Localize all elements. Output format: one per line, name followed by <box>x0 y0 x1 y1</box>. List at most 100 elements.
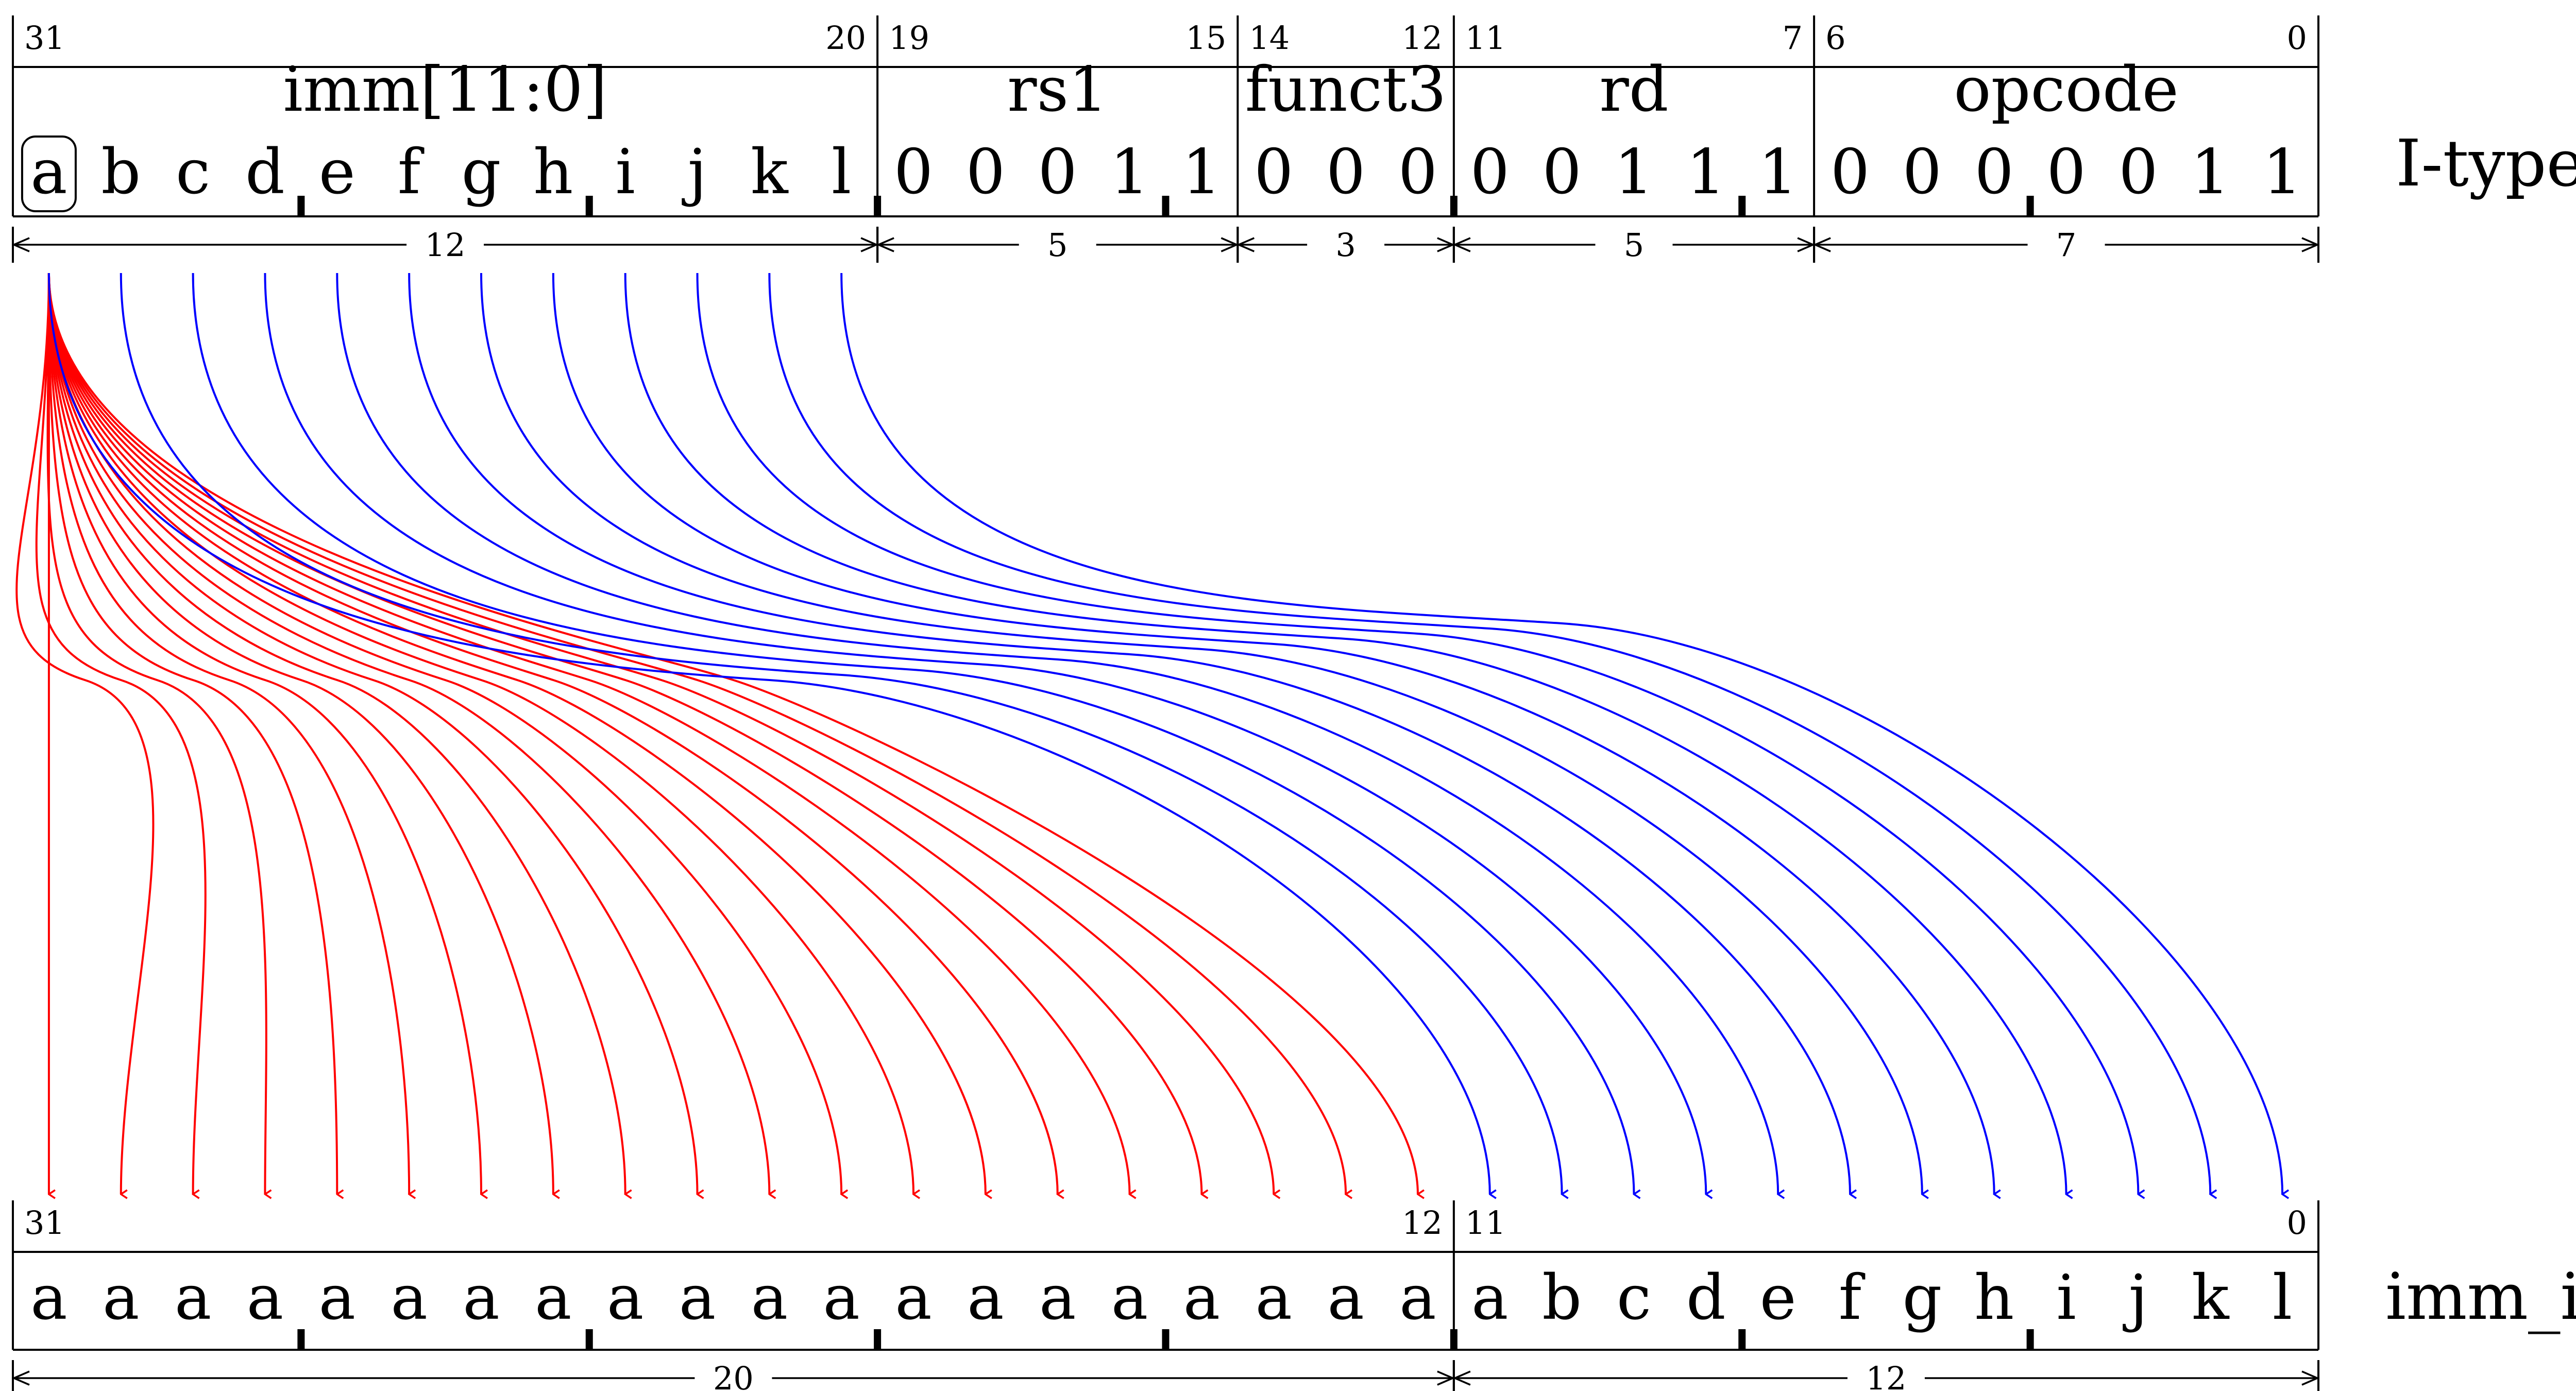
byte-boundary-marker <box>1738 1329 1746 1350</box>
dimension-label: 20 <box>713 1360 754 1391</box>
sign-extend-arrow <box>47 273 1274 1194</box>
bit-value: 0 <box>2046 137 2086 208</box>
i-type-label: I-type <box>2396 126 2576 201</box>
bit-value: l <box>2273 1262 2292 1334</box>
byte-boundary-marker <box>1162 196 1170 216</box>
bit-value: 0 <box>1254 137 1293 208</box>
direct-copy-arrow <box>696 273 2139 1194</box>
sign-extend-arrow <box>47 273 841 1194</box>
bit-value: 0 <box>1398 137 1437 208</box>
bit-value: h <box>1974 1262 2014 1334</box>
dimension-label: 7 <box>2056 226 2076 264</box>
direct-copy-arrow <box>624 273 2066 1194</box>
bit-value: 0 <box>894 137 933 208</box>
bit-index-high: 31 <box>24 19 65 57</box>
byte-boundary-marker <box>1450 196 1458 216</box>
bit-value: a <box>103 1262 140 1334</box>
bit-value: a <box>751 1262 788 1334</box>
bit-value: a <box>1111 1262 1148 1334</box>
field-imm-11-0: 31 20 imm[11:0] a b c d e f g h i j k l 12 <box>11 15 879 264</box>
field-name: funct3 <box>1245 54 1447 126</box>
sign-extend-arrow <box>35 273 207 1194</box>
width-dimension: 20 <box>11 1360 1455 1391</box>
direct-copy-arrow <box>47 273 1490 1194</box>
field-name: rs1 <box>1007 54 1108 126</box>
bit-value: a <box>1183 1262 1221 1334</box>
dimension-label: 12 <box>1866 1360 1906 1391</box>
width-dimension: 3 <box>1236 226 1455 264</box>
bit-index-high: 6 <box>1825 19 1845 57</box>
sign-extend-arrow <box>47 273 769 1194</box>
bit-value: i <box>2056 1262 2076 1334</box>
bit-value: 0 <box>1975 137 2014 208</box>
dimension-arrowhead <box>1452 1370 1471 1386</box>
bit-value: a <box>823 1262 860 1334</box>
bit-index-high: 11 <box>1465 1204 1506 1242</box>
width-dimension: 5 <box>1452 226 1816 264</box>
direct-copy-arrow <box>408 273 1850 1194</box>
dimension-arrowhead <box>2301 237 2320 252</box>
bit-value: 0 <box>1903 137 1942 208</box>
field-name: rd <box>1599 54 1668 126</box>
sign-extend-arrow <box>47 273 1202 1194</box>
direct-copy-arrow <box>336 273 1778 1194</box>
bit-value: c <box>1617 1262 1651 1334</box>
bit-value: a <box>463 1262 500 1334</box>
field-name: imm[11:0] <box>283 54 607 126</box>
sign-extend-arrow <box>47 273 913 1194</box>
direct-copy-arrow <box>768 273 2210 1194</box>
sign-extend-arrow <box>47 273 698 1194</box>
bit-value: a <box>1471 1262 1509 1334</box>
bit-value: 1 <box>1182 137 1221 208</box>
byte-boundary-marker <box>585 196 593 216</box>
bit-value: c <box>176 137 210 208</box>
bit-index-high: 14 <box>1249 19 1290 57</box>
bit-value: 0 <box>2119 137 2158 208</box>
bit-value: a <box>30 1262 67 1334</box>
bit-index-low: 0 <box>2287 19 2307 57</box>
direct-copy-arrow <box>480 273 1922 1194</box>
sign-extend-arrow <box>47 273 1130 1194</box>
bit-value: a <box>1039 1262 1076 1334</box>
byte-boundary-marker <box>297 196 305 216</box>
direct-copy-arrow <box>552 273 1994 1194</box>
sign-extend-arrow <box>47 273 1418 1194</box>
direct-copy-arrow <box>264 273 1706 1194</box>
sign-bit-highlight <box>21 135 77 212</box>
bit-value: a <box>1399 1262 1436 1334</box>
width-dimension: 12 <box>11 226 879 264</box>
bit-value: 1 <box>1758 137 1798 208</box>
bit-value: 0 <box>1470 137 1510 208</box>
byte-boundary-marker <box>874 196 882 216</box>
dimension-arrowhead <box>2301 1370 2320 1386</box>
bit-value: a <box>391 1262 428 1334</box>
bit-value: e <box>1760 1262 1797 1334</box>
bit-value: j <box>2123 1262 2148 1334</box>
dimension-arrowhead <box>1236 237 1255 252</box>
bit-value: a <box>607 1262 644 1334</box>
sign-extend-arrow <box>47 273 1058 1194</box>
dimension-arrowhead <box>1812 237 1831 252</box>
bit-index-low: 15 <box>1185 19 1226 57</box>
dimension-label: 5 <box>1624 226 1644 264</box>
bit-value: a <box>247 1262 284 1334</box>
bit-index-low: 0 <box>2287 1204 2307 1242</box>
bit-value: i <box>615 137 635 208</box>
bit-index-low: 7 <box>1783 19 1803 57</box>
bit-index-high: 11 <box>1465 19 1506 57</box>
direct-copy-arrow <box>840 273 2282 1194</box>
bit-value: k <box>751 137 789 208</box>
bit-value: h <box>533 137 573 208</box>
bit-value: d <box>245 137 285 208</box>
dimension-arrowhead <box>11 1370 30 1386</box>
bit-value: a <box>30 137 67 208</box>
byte-boundary-marker <box>1738 196 1746 216</box>
sign-extend-arrow <box>47 273 553 1194</box>
bit-index-low: 12 <box>1402 1204 1443 1242</box>
bit-value: a <box>319 1262 356 1334</box>
bit-value: a <box>1327 1262 1364 1334</box>
